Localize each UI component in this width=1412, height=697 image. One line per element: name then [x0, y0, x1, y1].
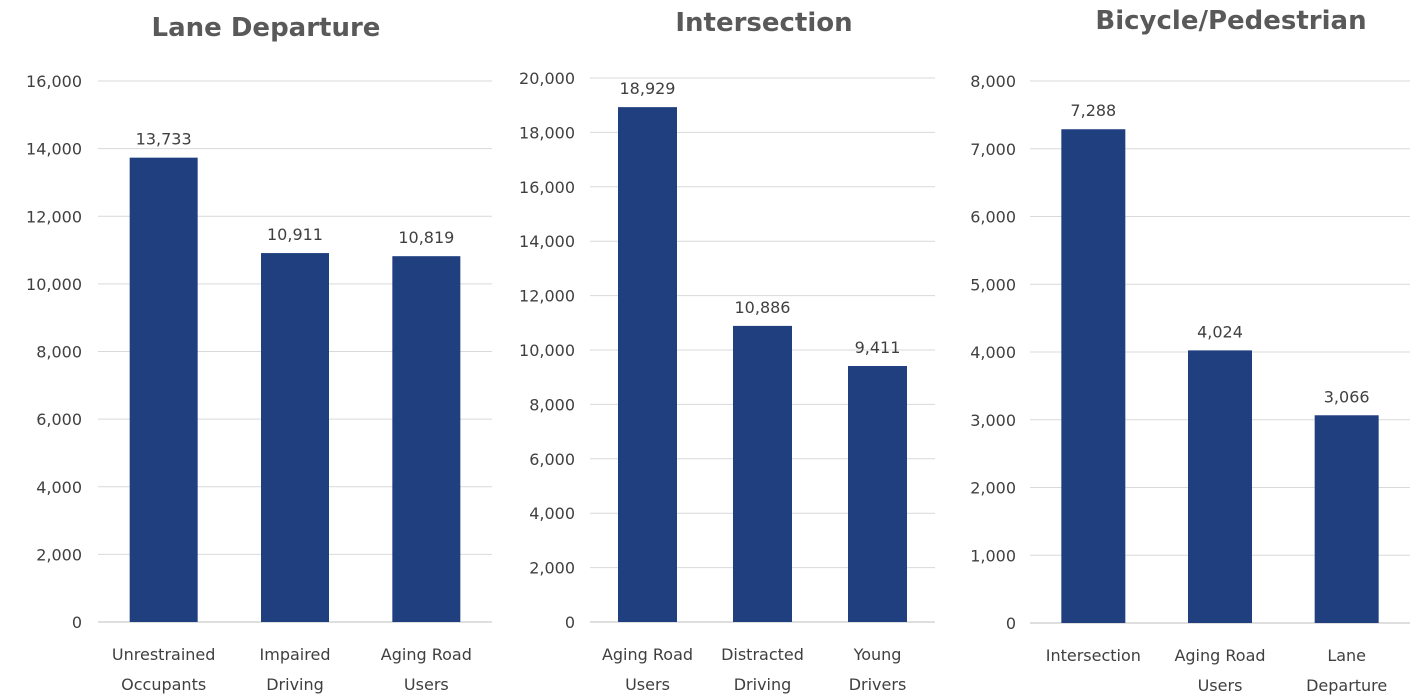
- data-label: 4,024: [1197, 322, 1243, 341]
- bar: [848, 366, 907, 622]
- bar: [1314, 415, 1379, 623]
- y-tick-label: 8,000: [529, 395, 575, 414]
- data-label: 18,929: [620, 79, 676, 98]
- x-category-label: Driving: [266, 675, 324, 694]
- bar: [618, 107, 677, 622]
- data-label: 13,733: [136, 130, 192, 149]
- x-category-label: Distracted: [721, 645, 804, 664]
- y-tick-label: 18,000: [519, 123, 575, 142]
- bar: [1188, 350, 1252, 623]
- x-category-label: Drivers: [849, 675, 907, 694]
- y-tick-label: 6,000: [970, 208, 1016, 227]
- y-tick-label: 2,000: [970, 479, 1016, 498]
- x-category-label: Users: [625, 675, 670, 694]
- data-label: 10,886: [735, 298, 791, 317]
- x-category-label: Lane: [1327, 646, 1366, 665]
- x-category-label: Users: [404, 675, 449, 694]
- y-tick-label: 2,000: [36, 545, 82, 564]
- y-tick-label: 6,000: [36, 410, 82, 429]
- y-tick-label: 4,000: [36, 478, 82, 497]
- bar: [392, 256, 461, 622]
- x-category-label: Occupants: [121, 675, 206, 694]
- y-tick-label: 6,000: [529, 450, 575, 469]
- y-tick-label: 0: [1006, 614, 1016, 633]
- x-category-label: Departure: [1306, 676, 1387, 695]
- y-tick-label: 16,000: [519, 178, 575, 197]
- data-label: 7,288: [1070, 101, 1116, 120]
- data-label: 3,066: [1324, 387, 1370, 406]
- x-category-label: Driving: [734, 675, 792, 694]
- y-tick-label: 7,000: [970, 140, 1016, 159]
- chart-title: Lane Departure: [152, 13, 381, 43]
- y-tick-label: 20,000: [519, 69, 575, 88]
- y-tick-label: 1,000: [970, 546, 1016, 565]
- data-label: 10,911: [267, 225, 323, 244]
- y-tick-label: 14,000: [519, 232, 575, 251]
- y-tick-label: 3,000: [970, 411, 1016, 430]
- x-category-label: Aging Road: [602, 645, 693, 664]
- chart-panel-3: Bicycle/Pedestrian 0 1,000 2,000 3,000 4,000 5…: [970, 6, 1410, 695]
- y-tick-label: 8,000: [36, 343, 82, 362]
- x-category-label: Users: [1198, 676, 1243, 695]
- data-label: 10,819: [398, 228, 454, 247]
- bar: [129, 157, 198, 622]
- y-tick-label: 5,000: [970, 275, 1016, 294]
- x-category-label: Aging Road: [1174, 646, 1265, 665]
- chart-panel-2: Intersection 0 2,000 4,000 6,000 8,000 10,000 1…: [519, 8, 935, 694]
- y-tick-label: 12,000: [26, 207, 82, 226]
- y-tick-label: 10,000: [26, 275, 82, 294]
- chart-title: Bicycle/Pedestrian: [1095, 6, 1366, 36]
- y-tick-label: 4,000: [529, 504, 575, 523]
- bar: [733, 325, 792, 622]
- y-tick-label: 10,000: [519, 341, 575, 360]
- bar: [1061, 129, 1126, 623]
- chart-title: Intersection: [675, 8, 852, 38]
- bar: [261, 253, 329, 622]
- x-category-label: Impaired: [260, 645, 331, 664]
- y-tick-label: 12,000: [519, 287, 575, 306]
- y-tick-label: 0: [565, 613, 575, 632]
- x-category-label: Unrestrained: [112, 645, 216, 664]
- chart-panel-1: Lane Departure 0 2,000 4,000 6,000 8,000 10,00…: [26, 13, 492, 694]
- y-tick-label: 16,000: [26, 72, 82, 91]
- x-category-label: Aging Road: [381, 645, 472, 664]
- y-tick-label: 8,000: [970, 72, 1016, 91]
- y-tick-label: 0: [72, 613, 82, 632]
- y-tick-label: 14,000: [26, 140, 82, 159]
- x-category-label: Young: [853, 645, 902, 664]
- y-tick-label: 2,000: [529, 559, 575, 578]
- data-label: 9,411: [855, 338, 901, 357]
- y-tick-label: 4,000: [970, 343, 1016, 362]
- x-category-label: Intersection: [1046, 646, 1141, 665]
